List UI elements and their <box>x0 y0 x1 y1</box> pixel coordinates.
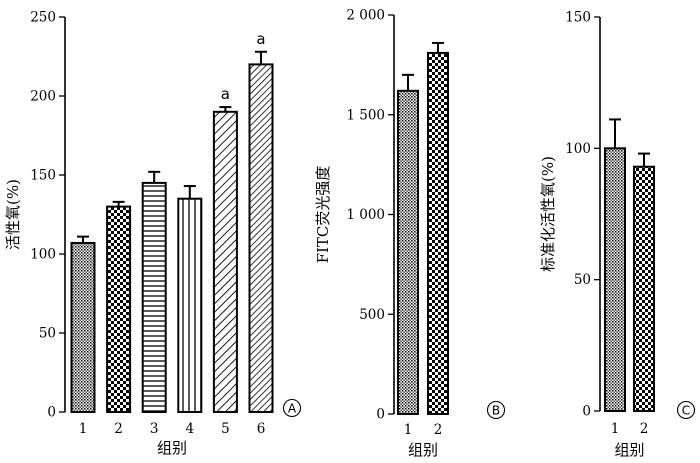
significance-label: a <box>221 85 230 103</box>
bar-group-2 <box>633 165 655 412</box>
y-tick-label: 1 500 <box>346 107 385 123</box>
y-tick-label: 150 <box>30 168 56 184</box>
x-category-label: 2 <box>434 422 443 438</box>
bar-group-2 <box>427 51 449 415</box>
panel-c: 0 50 100 150 标准化活性氧(%) 1 2 组别 C <box>539 10 696 459</box>
y-tick-label: 100 <box>565 141 591 157</box>
panel-label-circle <box>676 400 696 420</box>
y-tick-label: 1 000 <box>346 207 385 223</box>
y-tick-label: 500 <box>359 307 385 323</box>
x-category-label: 1 <box>611 421 620 437</box>
panel-label: C <box>682 403 690 417</box>
bar-group-1 <box>70 241 96 413</box>
x-category-label: 4 <box>186 421 195 437</box>
y-tick-label: 100 <box>30 247 56 263</box>
bar-group-1 <box>397 89 419 415</box>
y-tick-label: 150 <box>565 10 591 26</box>
x-category-label: 2 <box>640 421 649 437</box>
panel-label-circle <box>282 398 302 418</box>
y-tick-label: 250 <box>30 10 56 26</box>
y-tick-label: 0 <box>47 405 56 421</box>
y-tick-label: 2 000 <box>346 8 385 24</box>
panel-a: 0 50 100 150 200 250 活性氧(%) 1 2 3 4 a 5 a 6 组别 A <box>4 10 302 457</box>
y-tick-label: 50 <box>39 326 56 342</box>
bar-group-6 <box>248 63 274 414</box>
significance-label: a <box>256 30 265 48</box>
bar-group-1 <box>604 147 626 412</box>
x-category-label: 3 <box>150 421 159 437</box>
x-axis-title: 组别 <box>408 441 438 459</box>
panel-label: B <box>492 403 500 417</box>
y-axis-title: FITC荧光强度 <box>314 166 332 264</box>
x-axis-title: 组别 <box>157 439 187 457</box>
y-axis-title: 标准化活性氧(%) <box>539 156 557 272</box>
bar-group-2 <box>106 205 132 413</box>
x-category-label: 2 <box>114 421 123 437</box>
y-axis-title: 活性氧(%) <box>4 179 22 250</box>
panel-b: 0 500 1 000 1 500 2 000 FITC荧光强度 1 2 组别 B <box>314 8 506 459</box>
bar-group-4 <box>177 197 203 413</box>
y-tick-label: 200 <box>30 89 56 105</box>
y-tick-label: 0 <box>582 404 591 420</box>
x-category-label: 6 <box>257 421 266 437</box>
x-category-label: 1 <box>404 422 413 438</box>
panel-label: A <box>288 401 297 415</box>
x-category-label: 1 <box>79 421 88 437</box>
panel-label-circle <box>486 400 506 420</box>
x-axis-title: 组别 <box>614 441 644 459</box>
bar-group-5 <box>212 110 238 414</box>
bar-group-3 <box>141 181 167 413</box>
x-category-label: 5 <box>221 421 230 437</box>
y-tick-label: 0 <box>376 407 385 423</box>
y-tick-label: 50 <box>574 272 591 288</box>
